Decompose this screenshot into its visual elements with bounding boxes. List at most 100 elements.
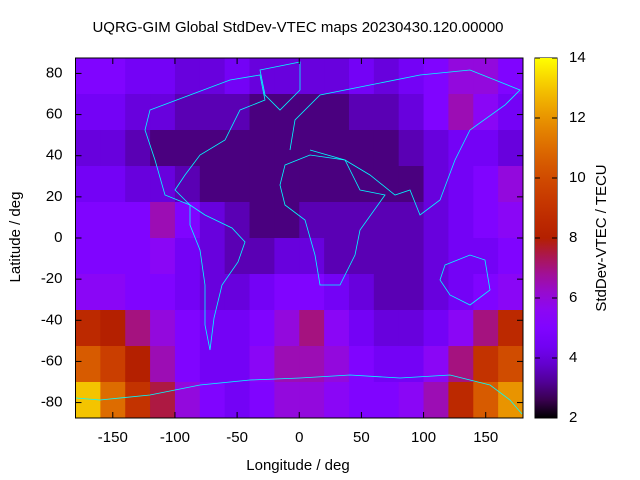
colorbar-tick-label: 12 (569, 109, 586, 126)
y-tick-label: -80 (41, 394, 63, 411)
heat-cell (299, 94, 325, 131)
heat-cell (125, 346, 151, 383)
heat-cell (473, 166, 499, 203)
heat-cell (324, 166, 350, 203)
heat-cell (498, 130, 524, 167)
x-tick-label: 50 (353, 429, 370, 446)
heat-cell (174, 346, 201, 383)
heat-cell (348, 346, 375, 383)
heat-cell (348, 94, 375, 131)
heat-cell (249, 238, 275, 275)
heat-cell (398, 274, 425, 311)
heat-cell (150, 346, 176, 383)
heat-cell (274, 274, 300, 311)
heat-cell (100, 346, 126, 383)
heat-cell (174, 382, 201, 419)
heat-cell (448, 346, 474, 383)
coastline (439, 254, 491, 306)
heat-cell (199, 202, 226, 239)
heat-cell (125, 382, 151, 419)
heat-cell (174, 310, 201, 347)
heat-cell (75, 202, 101, 239)
heat-cell (398, 310, 425, 347)
heat-cell (75, 58, 101, 95)
x-tick-label: -150 (98, 429, 128, 446)
heat-cell (249, 166, 275, 203)
heat-cell (224, 274, 251, 311)
heat-cell (125, 130, 151, 167)
heat-cell (199, 94, 226, 131)
heat-cell (324, 274, 350, 311)
heat-cell (324, 310, 350, 347)
heat-cell (125, 238, 151, 275)
heat-cell (249, 382, 275, 419)
heat-cell (75, 382, 101, 419)
heat-cell (423, 58, 449, 95)
heat-cell (224, 346, 251, 383)
colorbar-tick-label: 6 (569, 289, 577, 306)
heat-cell (324, 58, 350, 95)
heat-cell (100, 238, 126, 275)
heat-cell (174, 58, 201, 95)
heat-cell (348, 166, 375, 203)
heat-cell (224, 310, 251, 347)
coastline (279, 154, 386, 286)
heat-cell (249, 346, 275, 383)
heat-cell (423, 130, 449, 167)
heat-cell (324, 346, 350, 383)
heat-cell (150, 274, 176, 311)
heat-cell (274, 382, 300, 419)
heat-cell (125, 310, 151, 347)
heat-cell (249, 274, 275, 311)
heat-cell (373, 310, 400, 347)
heat-cell (373, 274, 400, 311)
heat-cell (473, 202, 499, 239)
heat-cell (473, 238, 499, 275)
heat-cell (398, 238, 425, 275)
heat-cell (249, 130, 275, 167)
heat-cell (75, 274, 101, 311)
colorbar-tick-label: 2 (569, 409, 577, 426)
heat-cell (125, 58, 151, 95)
coastline (189, 204, 246, 351)
y-tick-label: 40 (46, 147, 63, 164)
heat-cell (498, 58, 524, 95)
heat-cell (423, 202, 449, 239)
heat-cell (199, 58, 226, 95)
heat-cell (423, 382, 449, 419)
heat-cell (249, 202, 275, 239)
heat-cell (398, 94, 425, 131)
heat-cell (498, 346, 524, 383)
heat-cell (373, 58, 400, 95)
heat-cell (174, 274, 201, 311)
heat-cell (299, 202, 325, 239)
heat-cell (448, 310, 474, 347)
heat-cell (150, 58, 176, 95)
heat-cell (423, 238, 449, 275)
heat-cell (348, 130, 375, 167)
heat-cell (249, 310, 275, 347)
heat-cell (448, 238, 474, 275)
heat-cell (423, 94, 449, 131)
heat-cell (274, 166, 300, 203)
heat-cell (199, 166, 226, 203)
heat-cell (498, 94, 524, 131)
x-axis-label: Longitude / deg (246, 457, 349, 474)
heat-cell (274, 202, 300, 239)
heat-cell (199, 346, 226, 383)
heat-cell (75, 238, 101, 275)
coastline (289, 69, 521, 216)
heat-cell (224, 94, 251, 131)
heat-cell (125, 166, 151, 203)
heat-cell (299, 274, 325, 311)
colorbar (535, 58, 557, 418)
chart-title: UQRG-GIM Global StdDev-VTEC maps 2023043… (92, 19, 503, 36)
heat-cell (348, 238, 375, 275)
heat-cell (174, 202, 201, 239)
heat-cell (324, 238, 350, 275)
heat-cell (150, 202, 176, 239)
heatmap (75, 58, 524, 419)
heat-cell (498, 274, 524, 311)
heat-cell (348, 310, 375, 347)
y-tick-label: 80 (46, 64, 63, 81)
